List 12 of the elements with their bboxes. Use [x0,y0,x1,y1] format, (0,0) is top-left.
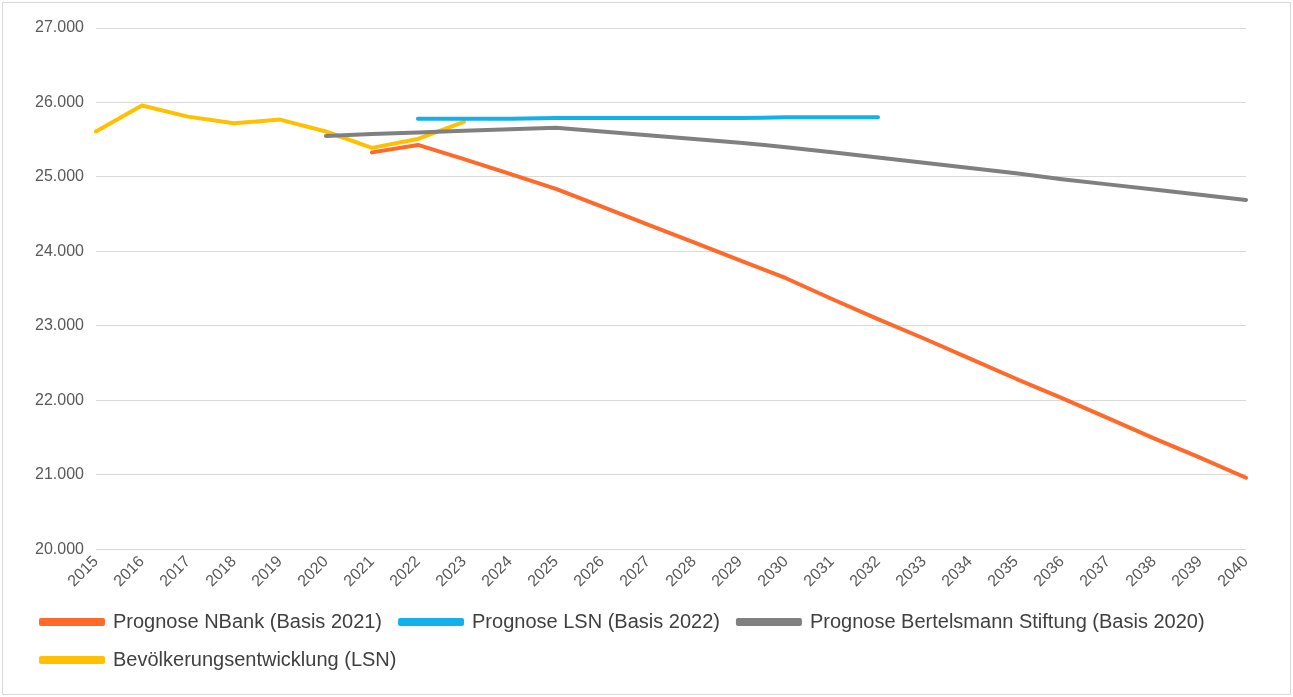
y-tick-label: 22.000 [35,390,85,408]
legend-label: Prognose NBank (Basis 2021) [113,609,383,632]
legend-label: Prognose LSN (Basis 2022) [472,609,720,632]
y-tick-label: 23.000 [35,316,85,334]
legend-label: Prognose Bertelsmann Stiftung (Basis 2020) [809,609,1205,632]
y-tick-label: 20.000 [35,539,85,557]
y-tick-label: 26.000 [35,92,85,110]
y-tick-label: 21.000 [35,465,85,483]
legend-label: Bevölkerungsentwicklung (LSN) [113,647,397,670]
y-tick-label: 24.000 [35,241,85,259]
y-tick-label: 25.000 [35,167,85,185]
y-tick-label: 27.000 [35,18,85,36]
